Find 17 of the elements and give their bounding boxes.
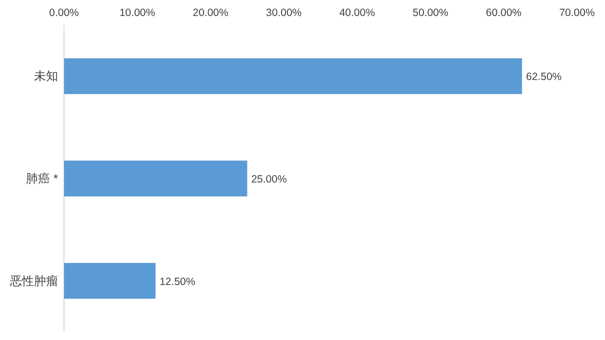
data-label: 12.50% [160,276,196,288]
y-tick-label: 未知 [34,69,58,84]
x-tick-label: 10.00% [119,7,156,19]
x-tick-label: 0.00% [49,7,79,19]
x-tick-label: 30.00% [266,7,302,19]
x-tick-label: 40.00% [339,7,375,19]
bar [64,58,522,94]
x-tick-label: 50.00% [412,7,448,19]
bar [64,262,156,299]
x-tick-label: 70.00% [559,7,595,19]
x-tick-label: 20.00% [192,7,228,19]
y-tick-label: 恶性肿瘤 [9,274,58,288]
bar [64,160,248,196]
x-tick-label: 60.00% [486,7,522,19]
data-label: 62.50% [526,71,562,84]
data-label: 25.00% [251,174,287,186]
y-tick-label: 肺癌 * [26,172,58,186]
